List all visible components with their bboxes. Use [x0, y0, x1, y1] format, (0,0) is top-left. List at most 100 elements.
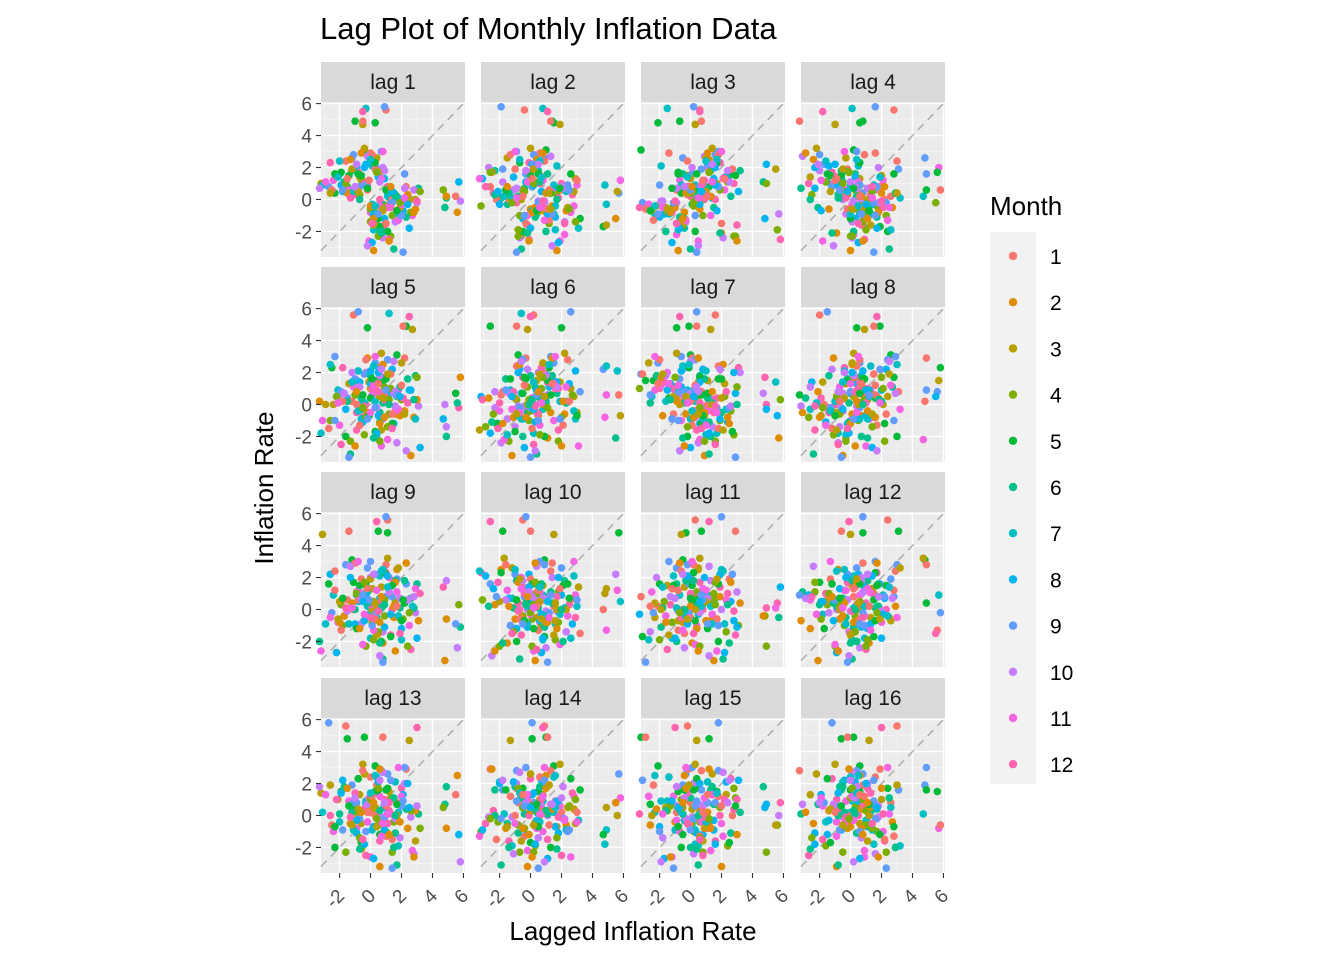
- data-point: [716, 415, 724, 423]
- data-point: [352, 387, 361, 396]
- data-point: [536, 370, 544, 378]
- data-point: [408, 846, 417, 855]
- data-point: [848, 359, 856, 367]
- data-point: [553, 195, 561, 204]
- data-point: [936, 821, 945, 829]
- data-point: [403, 779, 412, 788]
- data-point: [692, 736, 701, 745]
- data-point: [686, 843, 695, 852]
- data-point: [894, 527, 903, 535]
- data-point: [731, 171, 740, 180]
- data-point: [611, 798, 620, 807]
- strip-label: lag 11: [685, 481, 741, 504]
- data-point: [641, 376, 650, 385]
- data-point: [691, 802, 699, 810]
- data-point: [399, 322, 407, 331]
- data-point: [531, 402, 539, 410]
- data-point: [662, 227, 670, 236]
- data-point: [536, 203, 544, 212]
- data-point: [377, 365, 386, 374]
- data-point: [703, 620, 712, 628]
- strip-label: lag 3: [690, 71, 736, 94]
- y-tick-label: -2: [295, 222, 312, 243]
- y-tick-label: 2: [301, 159, 312, 180]
- data-point: [880, 592, 889, 601]
- data-point: [890, 170, 898, 178]
- data-point: [491, 786, 499, 794]
- data-point: [567, 308, 575, 316]
- data-point: [856, 620, 864, 628]
- facet-panel-lag-13: lag 13: [315, 678, 466, 873]
- data-point: [489, 410, 498, 418]
- data-point: [839, 165, 847, 173]
- data-point: [658, 810, 667, 818]
- data-point: [646, 206, 655, 215]
- data-point: [826, 187, 835, 196]
- data-point: [696, 779, 704, 788]
- data-point: [488, 418, 496, 426]
- data-point: [826, 838, 835, 847]
- facet-panel-lag-14: lag 14: [475, 678, 626, 873]
- data-point: [817, 615, 825, 623]
- data-point: [635, 810, 644, 818]
- data-point: [708, 178, 716, 186]
- data-point: [514, 368, 522, 377]
- data-point: [814, 160, 822, 169]
- data-point: [706, 325, 715, 334]
- data-point: [638, 370, 647, 378]
- data-point: [672, 782, 681, 791]
- data-point: [711, 840, 720, 848]
- points-lag-5: [315, 308, 465, 462]
- data-point: [831, 808, 839, 817]
- data-point: [700, 573, 709, 582]
- data-point: [529, 440, 538, 449]
- data-point: [815, 150, 824, 159]
- data-point: [528, 735, 536, 743]
- data-point: [565, 205, 574, 213]
- data-point: [845, 168, 853, 177]
- data-point: [771, 821, 780, 829]
- data-point: [834, 387, 842, 396]
- data-point: [403, 642, 412, 650]
- data-point: [823, 830, 832, 839]
- data-point: [706, 824, 715, 833]
- data-point: [877, 634, 886, 642]
- data-point: [857, 432, 866, 441]
- data-point: [657, 605, 665, 614]
- legend-key: [1008, 621, 1018, 630]
- data-point: [523, 365, 532, 374]
- data-point: [885, 357, 894, 366]
- data-point: [371, 397, 380, 406]
- data-point: [775, 434, 783, 442]
- data-point: [405, 608, 414, 617]
- data-point: [346, 437, 355, 446]
- data-point: [722, 387, 730, 396]
- data-point: [345, 453, 353, 462]
- data-point: [410, 592, 418, 601]
- data-point: [696, 578, 704, 587]
- data-point: [674, 381, 682, 390]
- data-point: [396, 834, 404, 842]
- data-point: [556, 184, 564, 193]
- data-point: [837, 802, 846, 810]
- data-point: [366, 155, 375, 164]
- data-point: [407, 451, 415, 460]
- x-tick-label: 0: [838, 886, 860, 908]
- data-point: [348, 604, 356, 612]
- data-point: [808, 592, 816, 601]
- data-point: [346, 194, 355, 202]
- data-point: [717, 605, 726, 614]
- data-point: [829, 616, 838, 625]
- data-point: [383, 810, 392, 818]
- data-point: [762, 160, 771, 169]
- data-point: [439, 415, 448, 423]
- data-point: [529, 165, 538, 173]
- data-point: [486, 168, 495, 177]
- data-point: [332, 795, 341, 804]
- data-point: [683, 157, 692, 165]
- data-point: [717, 147, 726, 156]
- data-point: [363, 184, 372, 193]
- data-point: [885, 583, 894, 591]
- data-point: [393, 588, 401, 596]
- data-point: [557, 794, 566, 802]
